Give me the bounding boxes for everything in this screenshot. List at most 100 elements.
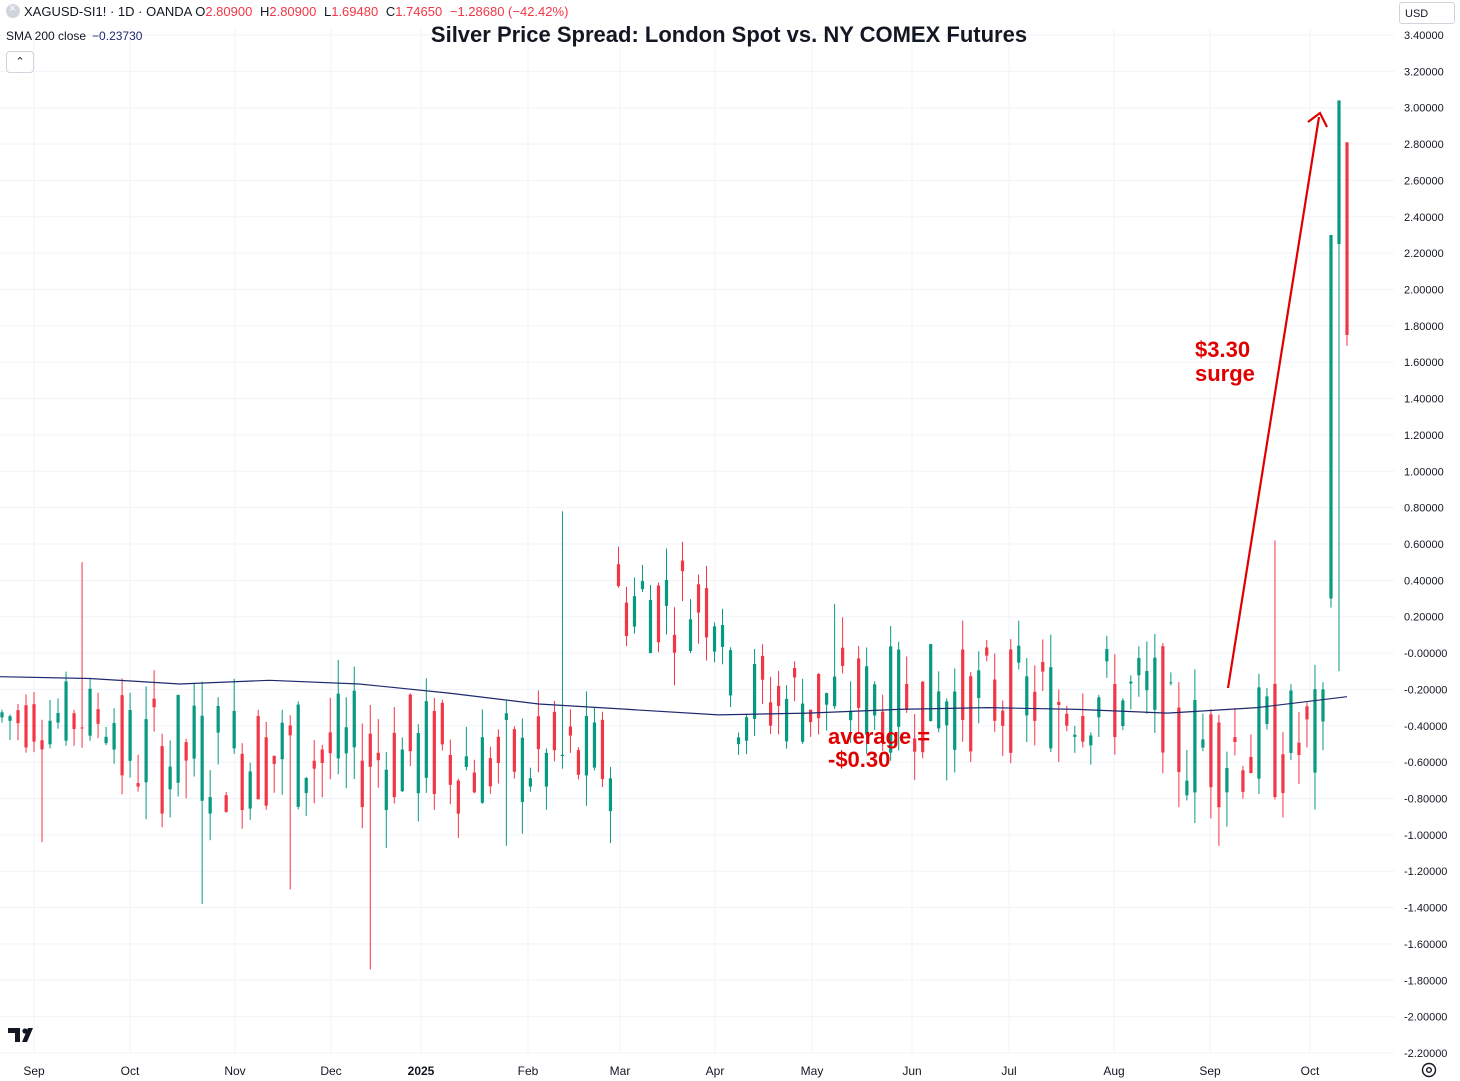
candle-body (1281, 754, 1285, 793)
candle-body (232, 710, 236, 749)
x-axis[interactable]: Sep Oct Nov Dec 2025 Feb Mar Apr May Jun Jul Aug Sep… (23, 1064, 1320, 1078)
candle-body (1153, 657, 1157, 710)
x-tick-label: Oct (121, 1064, 140, 1078)
y-tick-label: -1.00000 (1404, 830, 1447, 842)
candle-body (304, 777, 308, 793)
candle-body (592, 722, 597, 768)
y-tick-label: 1.40000 (1404, 394, 1444, 406)
candle-body (1017, 645, 1021, 663)
candle-body (953, 691, 957, 750)
x-tick-label: Jul (1001, 1064, 1016, 1078)
change-value: −1.28680 (−42.42%) (449, 4, 569, 19)
average-annotation-line1: average = (828, 724, 930, 749)
y-tick-label: 2.20000 (1404, 248, 1444, 260)
candle-body (440, 702, 444, 745)
candle-body (1097, 697, 1101, 718)
symbol-name[interactable]: XAGUSD-SI1! · 1D · OANDA (24, 4, 192, 19)
currency-button[interactable]: USD (1399, 2, 1455, 24)
candle-body (688, 619, 693, 651)
candle-body (600, 719, 605, 780)
x-tick-label: Sep (23, 1064, 45, 1078)
candle-body (456, 780, 460, 814)
candle-body (1121, 700, 1125, 727)
indicator-value: −0.23730 (92, 29, 143, 43)
candle-body (504, 713, 508, 720)
candle-body (977, 670, 981, 698)
candle-body (1233, 737, 1237, 742)
candle-body (160, 746, 164, 814)
low-value: 1.69480 (331, 4, 379, 19)
candle-body (408, 694, 412, 752)
candle-body (1201, 739, 1205, 748)
candle-body (1329, 234, 1333, 599)
candle-body (176, 694, 180, 783)
candle-body (112, 723, 116, 750)
symbol-legend: XAGUSD-SI1! · 1D · OANDA O2.80900 H2.809… (6, 1, 569, 19)
candle-body (969, 676, 973, 752)
candle-body (448, 754, 452, 785)
candle-body (696, 584, 701, 613)
x-tick-label: Feb (518, 1064, 539, 1078)
y-tick-label: 0.20000 (1404, 612, 1444, 624)
candle-body (1089, 735, 1093, 746)
open-value: 2.80900 (205, 4, 253, 19)
surge-arrow (1226, 111, 1328, 689)
candle-body (480, 737, 484, 803)
candle-body (1057, 701, 1061, 705)
candle-body (320, 749, 324, 764)
candle-body (416, 733, 420, 794)
x-tick-label: Dec (320, 1064, 341, 1078)
candle-body (48, 720, 52, 745)
candle-body (1305, 706, 1309, 720)
candle-body (897, 649, 901, 727)
candle-body (1241, 770, 1245, 792)
candle-body (136, 783, 140, 787)
candle-body (464, 756, 468, 767)
candle-body (536, 716, 540, 750)
candle-body (288, 725, 292, 736)
candle-body (496, 736, 500, 764)
indicator-legend[interactable]: SMA 200 close −0.23730 (6, 29, 142, 43)
candle-body (56, 713, 60, 723)
y-tick-label: 0.60000 (1404, 539, 1444, 551)
candle-body (937, 691, 941, 729)
candle-body (552, 711, 557, 751)
x-tick-label: 2025 (408, 1064, 435, 1078)
candle-body (945, 701, 949, 726)
y-tick-label: -1.80000 (1404, 975, 1447, 987)
candle-body (544, 752, 549, 787)
collapse-legend-button[interactable]: ⌃ (6, 51, 34, 73)
candle-body (1273, 683, 1277, 798)
candle-body (1025, 676, 1029, 716)
chart-title: Silver Price Spread: London Spot vs. NY … (431, 22, 1027, 47)
y-tick-label: 3.00000 (1404, 103, 1444, 115)
candle-body (961, 649, 965, 720)
y-tick-label: 2.60000 (1404, 175, 1444, 187)
candle-body (400, 749, 404, 792)
candle-body (216, 706, 220, 733)
candle-body (728, 650, 733, 696)
candle-body (16, 710, 20, 724)
candle-body (825, 693, 829, 705)
candle-body (608, 778, 613, 812)
settings-gear-icon[interactable] (1420, 1061, 1438, 1079)
candle-body (712, 626, 717, 652)
candle-body (1041, 661, 1045, 672)
candle-body (128, 709, 132, 761)
candle-body (865, 666, 869, 735)
y-tick-label: -1.20000 (1404, 866, 1447, 878)
candle-body (64, 681, 68, 741)
candle-body (736, 737, 741, 745)
candle-body (392, 732, 396, 798)
y-axis[interactable]: 3.40000 3.20000 3.00000 2.80000 2.60000 2.400… (1404, 30, 1447, 1060)
candle-body (881, 711, 885, 744)
candle-body (1185, 780, 1189, 796)
candle-body (1161, 646, 1165, 753)
candle-body (512, 729, 516, 772)
candle-body (24, 705, 28, 748)
y-tick-label: -1.60000 (1404, 939, 1447, 951)
surge-annotation-line2: surge (1195, 361, 1255, 386)
candle-body (224, 795, 228, 812)
candle-body (648, 599, 653, 654)
